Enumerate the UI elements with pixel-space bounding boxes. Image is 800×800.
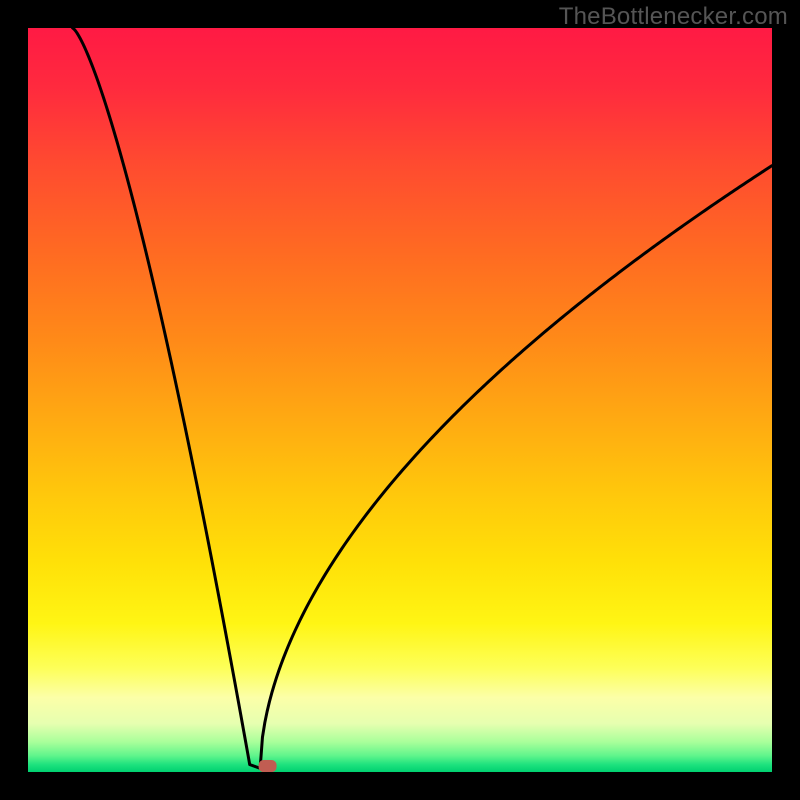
marker-dot: [259, 760, 277, 772]
curve-layer: [28, 28, 772, 772]
chart-stage: TheBottlenecker.com: [0, 0, 800, 800]
watermark-text: TheBottlenecker.com: [559, 3, 788, 31]
plot-area: [28, 28, 772, 772]
v-curve-line: [73, 28, 772, 768]
